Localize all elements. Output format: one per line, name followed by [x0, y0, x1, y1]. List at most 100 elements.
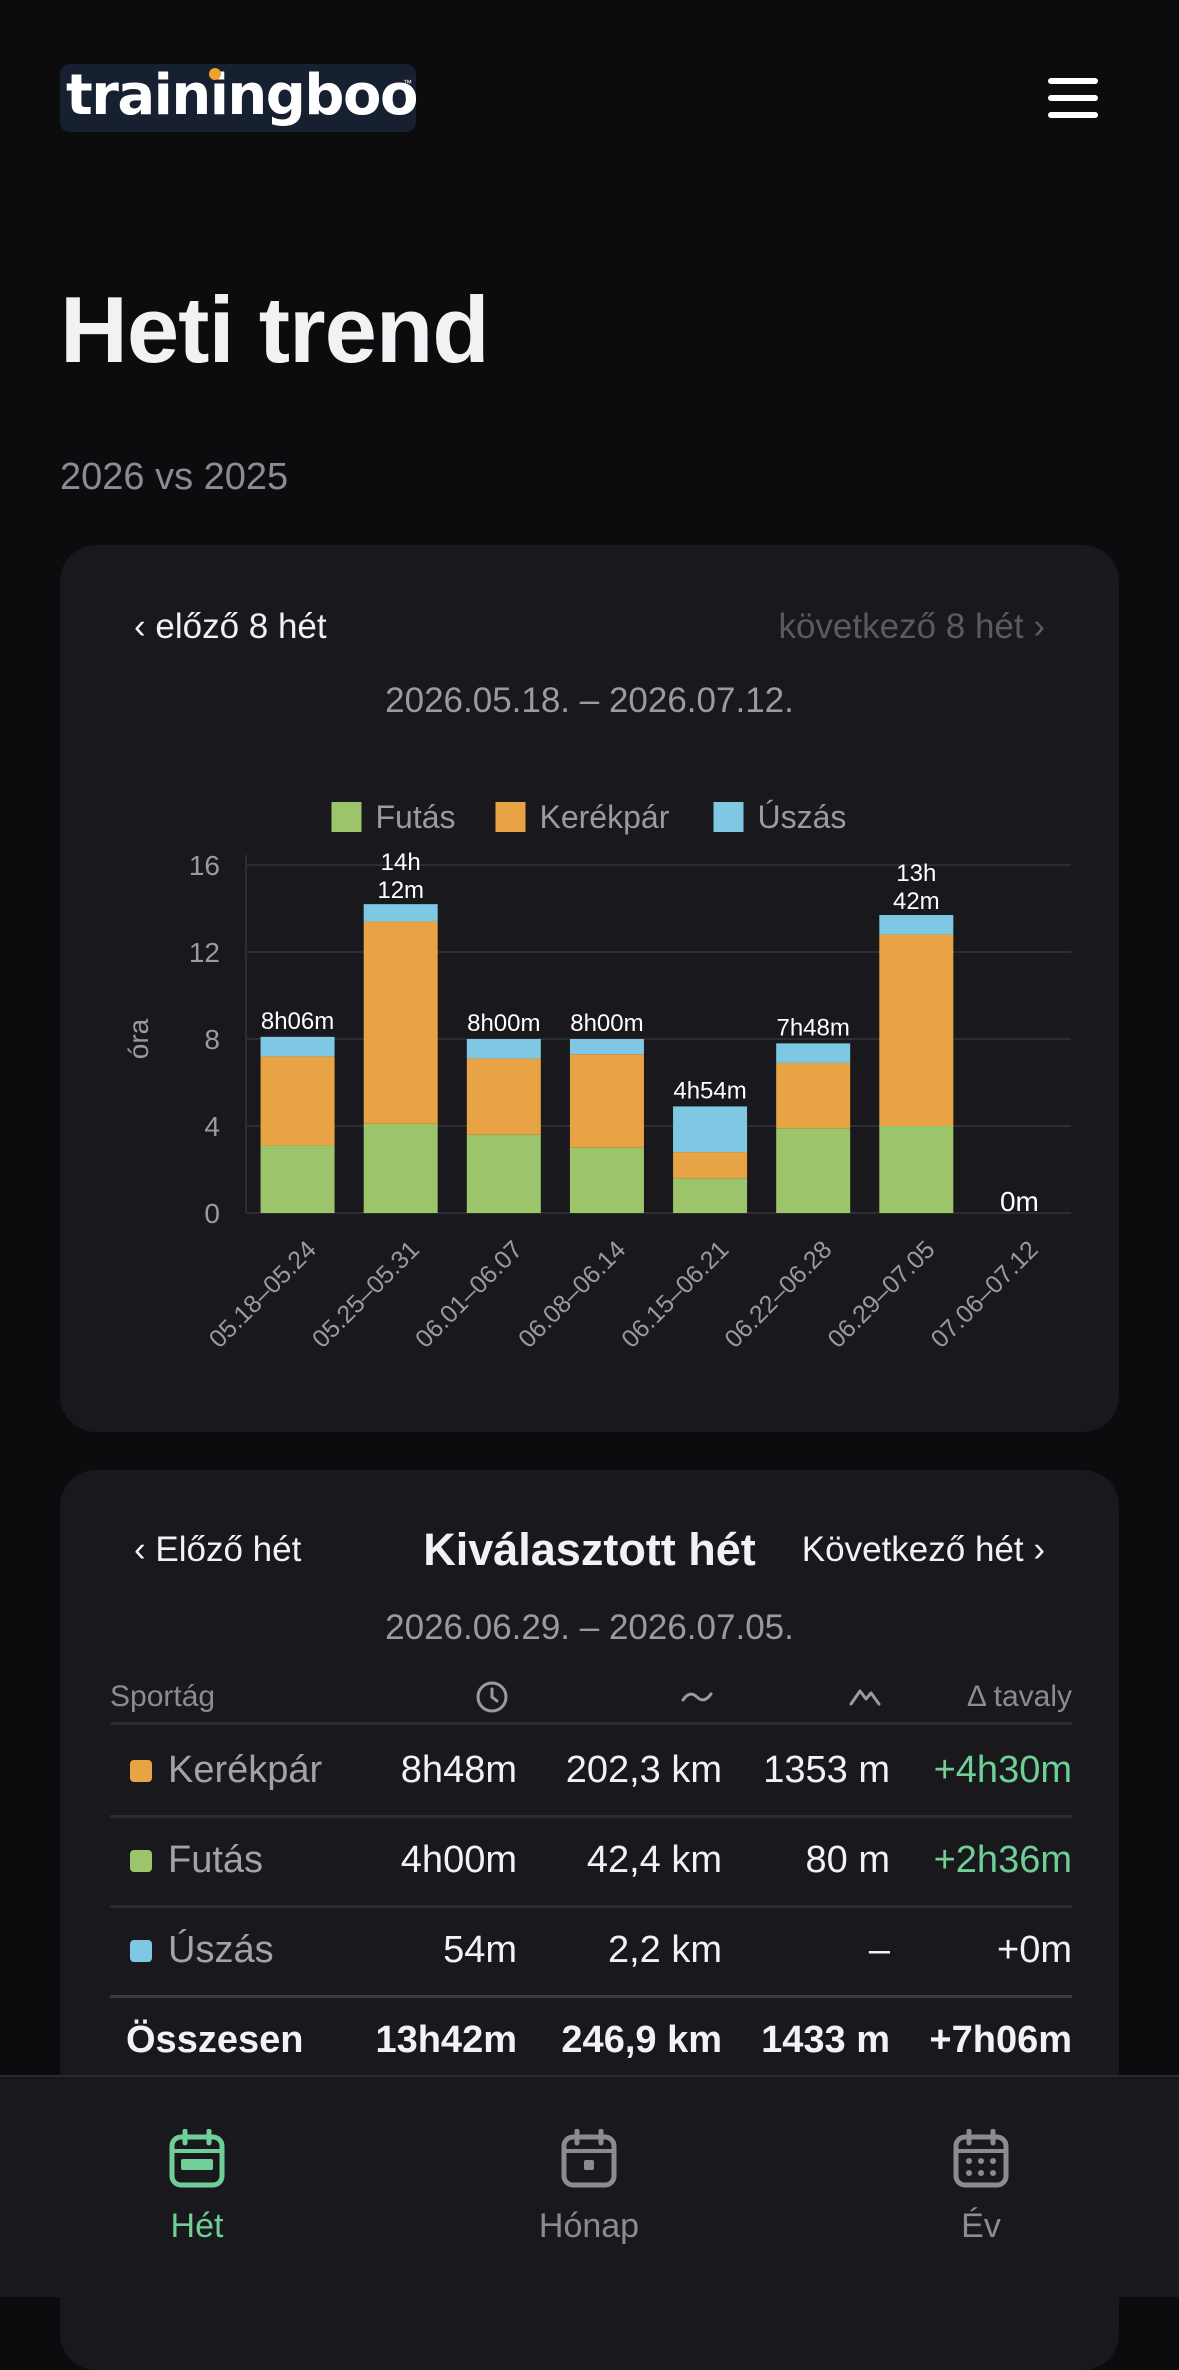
app-header: trainingboo ™: [0, 0, 1179, 200]
tab-month[interactable]: Hónap: [464, 2077, 714, 2297]
x-tick-label: 05.25–05.31: [307, 1235, 425, 1353]
next-8-weeks-button: következő 8 hét ›: [778, 607, 1045, 646]
bar-total-label: 7h48m: [776, 1014, 849, 1041]
delta-value: +4h30m: [933, 1749, 1072, 1791]
total-delta: +7h06m: [929, 2019, 1072, 2061]
bar-segment: [260, 1145, 335, 1213]
sport-name: Futás: [168, 1839, 264, 1881]
calendar-month-icon: [561, 2129, 617, 2188]
bar-segment: [776, 1128, 851, 1213]
y-tick-label: 0: [204, 1198, 220, 1229]
bar-segment: [569, 1039, 644, 1055]
x-tick-label: 06.29–07.05: [822, 1235, 940, 1353]
bar-total-label: 14h: [381, 849, 421, 876]
bar-total-label: 8h06m: [261, 1008, 334, 1035]
distance-value: 202,3 km: [565, 1749, 722, 1791]
bar-total-label: 8h00m: [570, 1010, 643, 1037]
bar-segment: [466, 1039, 541, 1059]
weekly-stacked-bar-chart: 0 4 8 12 16 óra Futás Kerékpár Úszás 8h06m 05.18–0…: [123, 799, 1071, 1354]
legend-label: Kerékpár: [540, 799, 670, 835]
sport-name: Kerékpár: [168, 1749, 323, 1791]
tab-year[interactable]: Év: [856, 2077, 1106, 2297]
wave-icon: [680, 1670, 720, 1724]
bar-segment: [879, 1126, 954, 1213]
bar-segment: [363, 1123, 438, 1213]
total-divider: [110, 1995, 1072, 1998]
selected-week-range: 2026.06.29. – 2026.07.05.: [385, 1608, 794, 1647]
previous-week-button[interactable]: ‹ Előző hét: [134, 1530, 302, 1569]
table-row[interactable]: Futás 4h00m 42,4 km 80 m +2h36m: [110, 1816, 1072, 1904]
logo-dot: [209, 68, 221, 80]
x-tick-label: 06.22–06.28: [719, 1235, 837, 1353]
y-tick-label: 12: [189, 937, 220, 968]
bar-segment: [879, 934, 954, 1126]
legend-swatch: [331, 802, 362, 832]
delta-value: +2h36m: [933, 1839, 1072, 1881]
y-tick-label: 8: [204, 1024, 220, 1055]
bar-segment: [466, 1134, 541, 1213]
header-divider: [110, 1722, 1072, 1725]
bar-segment: [776, 1043, 851, 1063]
x-tick-label: 06.01–06.07: [410, 1235, 528, 1353]
x-tick-label: 07.06–07.12: [926, 1235, 1044, 1353]
sport-name: Úszás: [168, 1929, 274, 1971]
clock-icon: [475, 1670, 515, 1724]
y-tick-label: 16: [189, 850, 220, 881]
bar-segment: [569, 1147, 644, 1213]
calendar-week-icon: [169, 2129, 225, 2188]
mountain-icon: [848, 1670, 888, 1724]
time-value: 8h48m: [400, 1749, 517, 1791]
total-distance: 246,9 km: [561, 2019, 722, 2061]
bar-segment: [673, 1178, 748, 1213]
total-time: 13h42m: [375, 2019, 517, 2061]
total-label: Összesen: [126, 2019, 304, 2061]
page-subtitle: 2026 vs 2025: [60, 456, 289, 498]
bar-total-label: 42m: [893, 888, 940, 915]
time-value: 4h00m: [400, 1839, 517, 1881]
tab-month-label: Hónap: [538, 2207, 640, 2245]
x-tick-label: 06.08–06.14: [513, 1235, 631, 1353]
tab-week[interactable]: Hét: [72, 2077, 322, 2297]
x-tick-label: 06.15–06.21: [616, 1235, 734, 1353]
y-axis-label: óra: [123, 1018, 154, 1059]
bar-segment: [673, 1152, 748, 1179]
logo[interactable]: trainingboo ™: [60, 64, 418, 132]
x-tick-label: 05.18–05.24: [204, 1235, 322, 1353]
bar-segment: [260, 1056, 335, 1146]
legend-label: Futás: [376, 799, 456, 835]
legend-swatch: [713, 802, 744, 832]
delta-value: +0m: [997, 1929, 1072, 1971]
column-header-sport: Sportág: [110, 1680, 216, 1713]
running-color-swatch: [130, 1850, 152, 1872]
calendar-year-icon: [953, 2129, 1009, 2188]
column-header-delta: Δ tavaly: [966, 1680, 1072, 1713]
table-row[interactable]: Kerékpár 8h48m 202,3 km 1353 m +4h30m: [110, 1726, 1072, 1814]
date-range: 2026.05.18. – 2026.07.12.: [385, 681, 794, 720]
bar-segment: [466, 1058, 541, 1135]
row-divider: [110, 1815, 1072, 1818]
bar-segment: [776, 1062, 851, 1129]
elevation-value: 80 m: [805, 1839, 890, 1881]
cycling-color-swatch: [130, 1760, 152, 1782]
y-tick-label: 4: [204, 1111, 220, 1142]
next-week-button[interactable]: Következő hét ›: [801, 1530, 1045, 1569]
bar-segment: [673, 1106, 748, 1153]
bar-total-label: 0m: [1000, 1186, 1039, 1217]
legend-label: Úszás: [758, 799, 847, 835]
distance-value: 42,4 km: [586, 1839, 722, 1881]
hamburger-menu-icon[interactable]: [1048, 76, 1100, 120]
total-elevation: 1433 m: [761, 2019, 890, 2061]
table-row[interactable]: Úszás 54m 2,2 km – +0m: [110, 1906, 1072, 1994]
time-value: 54m: [443, 1929, 517, 1971]
previous-8-weeks-button[interactable]: ‹ előző 8 hét: [134, 607, 327, 646]
tab-week-label: Hét: [170, 2207, 224, 2245]
elevation-value: –: [868, 1929, 890, 1971]
legend-swatch: [495, 802, 526, 832]
table-total-row: Összesen 13h42m 246,9 km 1433 m +7h06m: [110, 1996, 1072, 2084]
bar-segment: [260, 1036, 335, 1057]
bar-segment: [879, 915, 954, 935]
bar-total-label: 13h: [896, 860, 936, 887]
bar-segment: [363, 904, 438, 922]
row-divider: [110, 1905, 1072, 1908]
bar-total-label: 8h00m: [467, 1010, 540, 1037]
